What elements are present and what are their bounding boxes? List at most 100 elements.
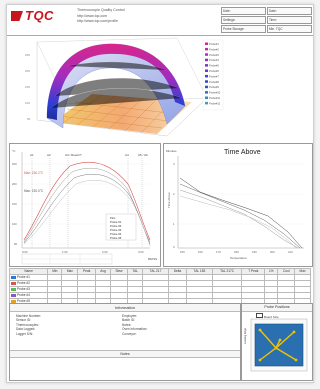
- header-field: Date:: [267, 7, 312, 15]
- probe-name: Probe #4: [17, 293, 30, 298]
- time-above-panel: Time Above Minutes Time Above 3 2 1 0 15…: [163, 143, 313, 267]
- surface-plot: 250 200 150 100 50 Probe#1 Probe#2 Probe#3 Prob…: [7, 36, 313, 140]
- legend-swatch: [205, 47, 208, 51]
- surface-legend-entry: Probe#5: [209, 64, 219, 68]
- probe-color-swatch: [11, 281, 16, 285]
- legend-swatch: [205, 91, 208, 94]
- legend-swatch: [205, 64, 208, 67]
- info-left-labels: Machine Number: Sensor ID: Thermocouples…: [16, 314, 41, 336]
- surface-legend-entry: Probe#1: [209, 42, 219, 46]
- probe-board: [250, 318, 308, 372]
- header-field: Settings:: [221, 16, 266, 24]
- legend-swatch: [205, 85, 208, 89]
- time-above-line-3: [179, 177, 303, 249]
- xtick: 180: [234, 250, 239, 254]
- xtick: 170: [216, 250, 221, 254]
- marker-label: A2: [47, 153, 51, 157]
- leading-edge-label: Leading Edge: [244, 327, 247, 344]
- curve-probe-4: [23, 179, 151, 247]
- xtick: 150: [180, 250, 185, 254]
- time-above-axis-label: Time Above: [167, 192, 171, 208]
- marker-label: A4: [125, 153, 129, 157]
- xtick: 0:00: [22, 250, 28, 254]
- header-field: Date:: [221, 7, 266, 15]
- curve-probe-1: [23, 161, 151, 241]
- surface-legend: Probe#1Probe#2Probe#3Probe#4Probe#5Probe…: [202, 39, 224, 111]
- marker-label: A1: [30, 153, 34, 157]
- max-annotation-1: Max: 230.2°C: [24, 171, 44, 175]
- ytick: 200: [12, 182, 17, 186]
- legend-entry: Probe #3: [110, 228, 122, 232]
- header-field: Probe Storage:: [221, 25, 266, 33]
- info-label: Logger S/N:: [16, 331, 34, 336]
- info-label: Sensor ID:: [16, 318, 32, 323]
- ytick: 50: [14, 242, 18, 246]
- legend-swatch: [205, 80, 208, 83]
- ytick: 2: [173, 192, 175, 196]
- time-above-line-4: [179, 195, 297, 249]
- table-header-row: Name Min Max Peak Avg Slew TAL TAL 217 Delta TAL …: [8, 268, 311, 275]
- max-annotation-2: Max: 220.0°C: [24, 189, 44, 193]
- surface-legend-entry: Probe#7: [209, 74, 219, 78]
- legend-swatch: [205, 69, 208, 72]
- xtick: 210: [288, 250, 293, 254]
- info-label: Machine Number:: [16, 314, 42, 318]
- header-lines: Thermocouple Quality Control http://www.…: [77, 8, 125, 25]
- svg-text:200: 200: [25, 69, 30, 73]
- profile-xlabel: MM:SS: [148, 257, 157, 261]
- profile-legend: Pins Probe #1 Probe #2 Probe #3 Probe #4…: [105, 213, 137, 241]
- profile-chart-panel: A1 A2 A3 / Reach? A4 A5 / A6 °C 250 200 …: [9, 143, 161, 267]
- header-line-1: Thermocouple Quality Control: [77, 8, 125, 12]
- header-line-2: http://www.tqc.com: [77, 13, 108, 18]
- svg-text:150: 150: [25, 85, 30, 89]
- probe-color-swatch: [11, 293, 16, 297]
- table-row: Probe #4: [8, 292, 311, 299]
- legend-swatch: [205, 74, 208, 78]
- logo-text: TQC: [25, 8, 54, 23]
- surface-legend-entry: Probe#10: [209, 91, 221, 95]
- info-label: Batch ID:: [122, 318, 136, 323]
- probe-name: Probe #5: [17, 299, 30, 304]
- xtick: 160: [198, 250, 203, 254]
- time-above-xlabel: Temperature: [230, 256, 247, 260]
- tqc-logo: TQC: [11, 8, 54, 23]
- info-label: Conveyor:: [122, 331, 137, 336]
- time-above-chart: Time Above Minutes Time Above 3 2 1 0 15…: [166, 149, 304, 260]
- info-label: Thermocouples:: [16, 322, 39, 327]
- logo-mark-icon: [11, 11, 23, 21]
- surface-legend-entry: Probe#6: [209, 69, 219, 73]
- surface-dome-top: [47, 43, 185, 120]
- report-page: TQC Thermocouple Quality Control http://…: [6, 4, 314, 383]
- information-title: Information: [10, 304, 240, 312]
- table-row: Probe #1: [8, 274, 311, 281]
- probe-positions-title: Probe Positions: [242, 304, 312, 312]
- surface-legend-entry: Probe#8: [209, 80, 219, 84]
- header-field: Min. TQC: [267, 25, 312, 33]
- info-label: Employee:: [122, 314, 138, 318]
- board-size-swatch-icon: [256, 313, 263, 318]
- information-panel: Information Machine Number: Sensor ID: T…: [9, 303, 241, 381]
- board-size-text: Board Size: [264, 315, 279, 319]
- time-above-ylabel: Minutes: [166, 149, 177, 153]
- profile-chart: A1 A2 A3 / Reach? A4 A5 / A6 °C 250 200 …: [12, 149, 157, 265]
- surface-legend-entry: Probe#2: [209, 47, 219, 51]
- probe-color-swatch: [11, 299, 16, 303]
- svg-text:250: 250: [25, 53, 30, 57]
- probe-color-swatch: [11, 287, 16, 291]
- surface-legend-entry: Probe#4: [209, 58, 219, 62]
- probe-name: Probe #2: [17, 281, 30, 286]
- xtick: 2:00: [102, 250, 108, 254]
- profile-ylabel: °C: [12, 149, 16, 153]
- report-header: TQC Thermocouple Quality Control http://…: [7, 5, 313, 36]
- svg-text:50: 50: [27, 117, 31, 121]
- legend-swatch: [205, 58, 208, 62]
- legend-swatch: [205, 96, 208, 99]
- time-above-line-2: [179, 189, 299, 249]
- time-above-line-1: [179, 183, 301, 249]
- board-size-label: Board Size: [256, 313, 279, 319]
- probe-name: Probe #3: [17, 287, 30, 292]
- surface-legend-entry: Probe#3: [209, 53, 219, 57]
- header-field: Time:: [267, 16, 312, 24]
- surface-legend-entry: Probe#9: [209, 85, 219, 89]
